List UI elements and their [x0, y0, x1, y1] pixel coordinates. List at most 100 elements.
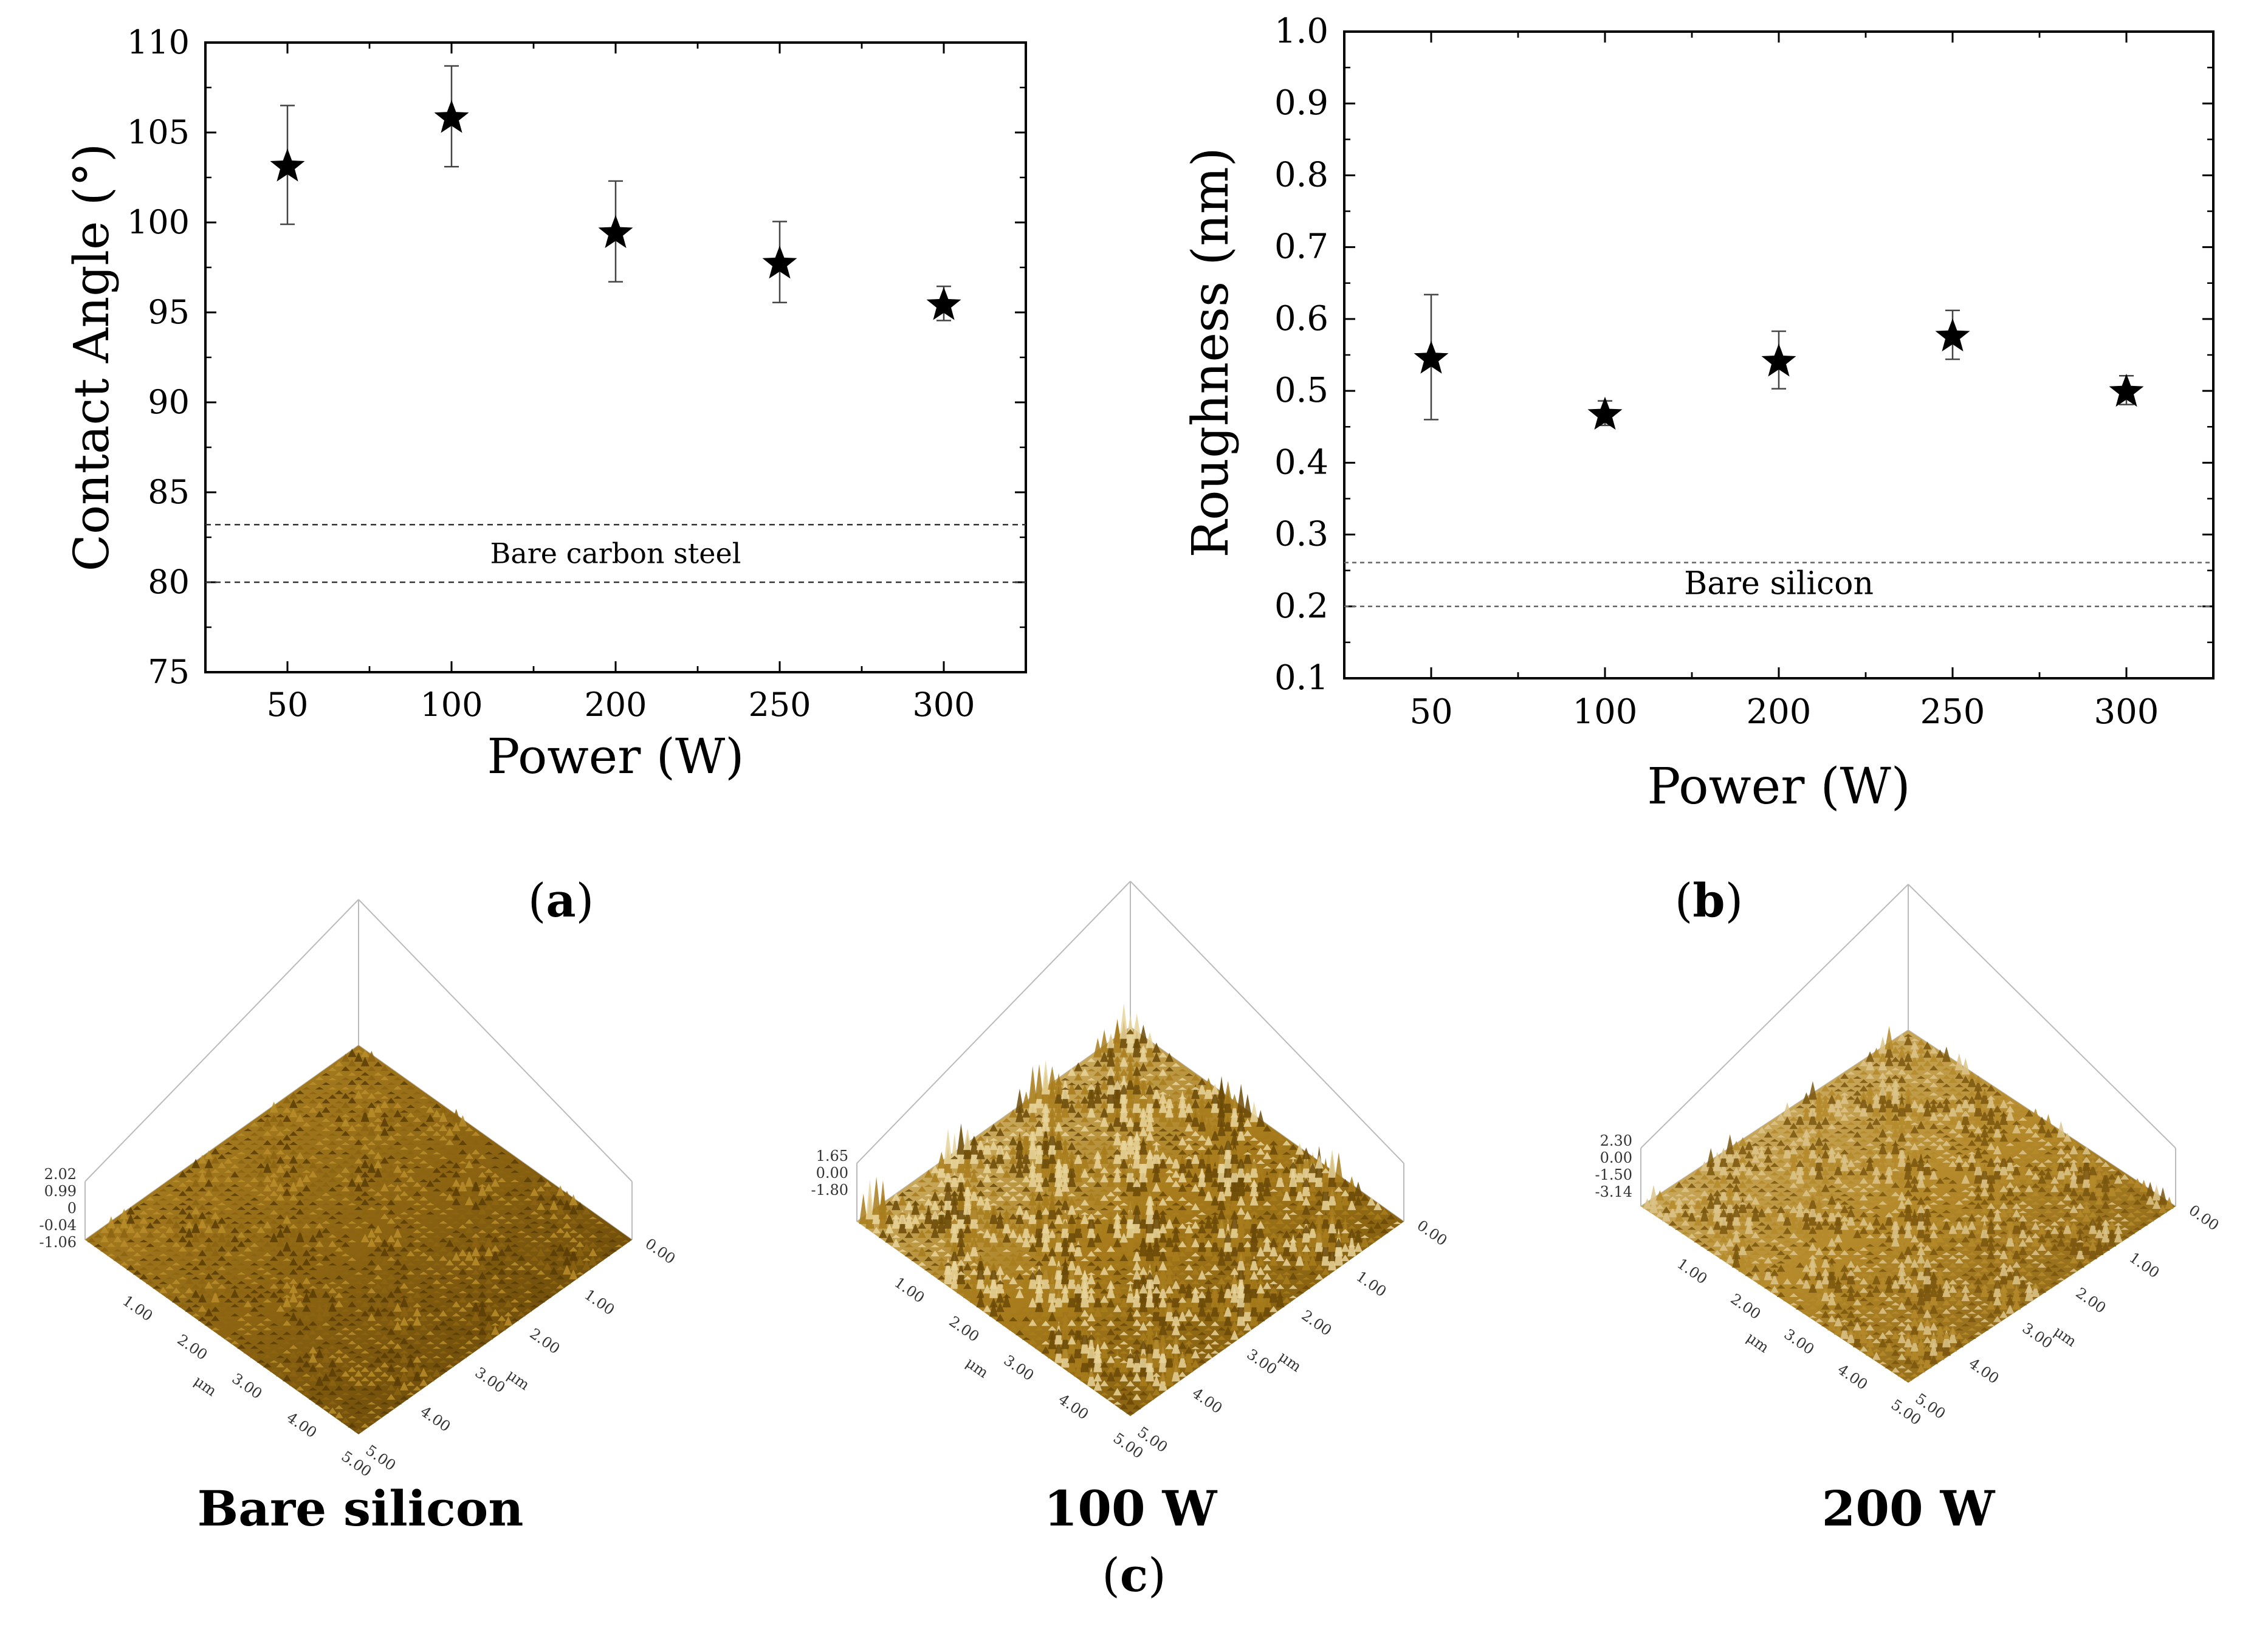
afm-z-label: 1.65	[816, 1147, 848, 1164]
afm-y-tick-label: 2.00	[1299, 1307, 1335, 1340]
afm-x-tick-label: 3.00	[229, 1370, 266, 1403]
afm-peak	[1726, 1134, 1734, 1154]
y-tick-label: 0.7	[1274, 227, 1328, 267]
afm-x-tick-label: 1.00	[120, 1292, 156, 1325]
afm-z-label: 0.99	[44, 1183, 77, 1200]
panel-a-top-ticks	[287, 43, 944, 53]
y-tick-label: 0.3	[1274, 515, 1328, 554]
panel-b-x-label: Power (W)	[1647, 758, 1910, 816]
afm-peak	[1133, 1014, 1141, 1039]
y-tick-label: 0.4	[1274, 442, 1328, 482]
afm-y-tick-label: 3.00	[472, 1364, 509, 1397]
afm-y-tick-label: 4.00	[418, 1403, 454, 1436]
panel-b-label: (b)	[1675, 873, 1743, 927]
afm-peak	[963, 1129, 972, 1151]
afm-z-axis: 1.650.00-1.80	[811, 1147, 848, 1199]
afm-peak	[1015, 1089, 1024, 1113]
panel-a-series	[270, 66, 961, 320]
panel-a-ref-label: Bare carbon steel	[490, 537, 741, 570]
y-tick-label: 0.1	[1274, 658, 1328, 698]
afm-z-label: -0.04	[39, 1217, 77, 1234]
panel-a-x-label: Power (W)	[487, 728, 744, 785]
x-tick-label: 300	[912, 686, 975, 724]
afm-surface-texture	[88, 1048, 630, 1432]
y-tick-label: 100	[127, 203, 190, 241]
y-tick-label: 95	[148, 293, 190, 331]
x-tick-label: 50	[267, 686, 309, 724]
panel-b-reference-band: Bare silicon	[1344, 563, 2213, 607]
panel-a-x-axis: 50 100 200 250 300	[267, 661, 975, 724]
panel-b-series	[1414, 295, 2144, 430]
afm-x-tick-label: 2.00	[174, 1331, 211, 1364]
afm-y-tick-label: 1.00	[582, 1286, 618, 1319]
y-tick-label: 110	[127, 23, 190, 61]
afm-x-tick-label: 1.00	[892, 1274, 928, 1307]
afm-x-tick-label: 2.00	[946, 1313, 983, 1346]
y-tick-label: 0.9	[1274, 83, 1328, 123]
afm-peak	[1048, 1066, 1056, 1090]
afm-corner-label: 0.00	[1414, 1217, 1451, 1250]
y-tick-label: 0.2	[1274, 586, 1328, 626]
afm-x-tick-label: 4.00	[284, 1409, 320, 1442]
y-tick-label: 1.0	[1274, 12, 1328, 51]
afm-corner-label: 0.00	[642, 1235, 679, 1268]
afm-peak	[1100, 1030, 1108, 1053]
afm-y-tick-label: 4.00	[1189, 1384, 1226, 1417]
panel-b-top-ticks	[1431, 32, 2126, 43]
afm-peak	[1113, 1020, 1122, 1044]
afm-unit-label: μm	[1276, 1348, 1305, 1375]
panel-b-ref-label: Bare silicon	[1684, 566, 1874, 602]
y-tick-label: 0.6	[1274, 299, 1328, 339]
afm-z-axis: 2.020.990-0.04-1.06	[39, 1166, 77, 1251]
afm-y-tick-label: 1.00	[1353, 1268, 1390, 1301]
afm-peak	[1328, 1149, 1336, 1178]
panel-a-y-label: Contact Angle (°)	[63, 143, 120, 571]
afm-z-label: 0	[67, 1200, 77, 1217]
afm-unit-label: μm	[504, 1366, 533, 1394]
x-tick-label: 250	[1920, 692, 1985, 732]
y-tick-label: 0.8	[1274, 155, 1328, 194]
panel-a-label: (a)	[528, 873, 594, 927]
panel-b-chart: 0.1 0.2 0.3 0.4 0.5 0.6 0.7 0.8 0.9 1.0 50 100 200 2…	[1182, 12, 2213, 816]
afm-y-tick-label: 2.00	[527, 1325, 563, 1358]
afm-z-label: -1.06	[39, 1234, 77, 1251]
afm-peak	[944, 1129, 952, 1164]
afm-y-tick-label: 3.00	[1244, 1346, 1280, 1378]
afm-z-label: -1.80	[811, 1182, 848, 1199]
panel-b-y-label: Roughness (nm)	[1182, 147, 1240, 557]
panel-a-reference-band: Bare carbon steel	[205, 525, 1026, 582]
afm-peak	[1649, 1185, 1658, 1205]
afm-peak	[859, 1194, 868, 1224]
y-tick-label: 90	[148, 383, 190, 421]
afm-peak	[1706, 1148, 1715, 1167]
afm-peak	[1335, 1152, 1343, 1182]
afm-surface-1: 1.650.00-1.800.001.002.003.004.005.001.0…	[811, 881, 1450, 1462]
afm-x-tick-label: 4.00	[1056, 1391, 1092, 1423]
afm-unit-label: μm	[963, 1354, 992, 1381]
y-tick-label: 80	[148, 563, 190, 601]
afm-peak	[1224, 1081, 1232, 1104]
x-tick-label: 50	[1409, 692, 1452, 732]
x-tick-label: 100	[420, 686, 483, 724]
panel-a-plot-frame	[205, 43, 1026, 672]
afm-peak	[1250, 1102, 1259, 1123]
x-tick-label: 200	[1747, 692, 1812, 732]
afm-peak	[1243, 1094, 1252, 1118]
afm-x-tick-label: 3.00	[1001, 1352, 1037, 1384]
x-tick-label: 300	[2094, 692, 2159, 732]
afm-z-label: 0.00	[816, 1164, 848, 1182]
x-tick-label: 250	[748, 686, 811, 724]
x-tick-label: 100	[1573, 692, 1638, 732]
y-tick-label: 0.5	[1274, 371, 1328, 410]
panel-b-x-axis: 50 100 200 250 300	[1409, 667, 2159, 732]
y-tick-label: 105	[127, 113, 190, 151]
afm-peak	[1237, 1084, 1245, 1113]
x-tick-label: 200	[584, 686, 647, 724]
y-tick-label: 85	[148, 473, 190, 511]
afm-unit-label: μm	[191, 1372, 220, 1400]
